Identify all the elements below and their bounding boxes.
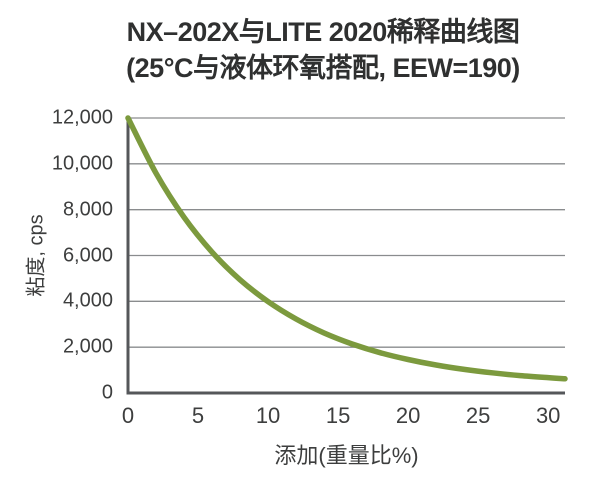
x-tick-label: 20 bbox=[395, 403, 421, 428]
x-tick-label: 25 bbox=[465, 403, 491, 428]
y-tick-label: 12,000 bbox=[51, 106, 113, 129]
y-axis-tick-labels: 0 2,000 4,000 6,000 8,000 10,000 12,000 bbox=[0, 107, 128, 404]
x-tick-label: 0 bbox=[121, 403, 135, 428]
y-tick-label: 8,000 bbox=[62, 198, 113, 221]
x-axis-title: 添加(重量比%) bbox=[274, 443, 419, 468]
x-tick-label: 10 bbox=[255, 403, 281, 428]
y-tick-label: 0 bbox=[101, 381, 113, 404]
x-tick-label: 15 bbox=[325, 403, 351, 428]
dilution-curve bbox=[125, 115, 568, 382]
x-tick-label: 5 bbox=[191, 403, 205, 428]
y-tick-label: 6,000 bbox=[62, 244, 113, 266]
chart-title-line2: (25°C与液体环氧搭配, EEW=190) bbox=[126, 53, 520, 83]
y-tick-label: 10,000 bbox=[51, 152, 113, 175]
y-tick-label: 2,000 bbox=[62, 335, 113, 358]
x-axis-tick-labels: 0 5 10 15 20 25 30 bbox=[122, 403, 565, 429]
y-tick-label: 4,000 bbox=[62, 289, 113, 312]
chart-title-line1: NX–202X与LITE 2020稀释曲线图 bbox=[126, 17, 520, 47]
chart-title: NX–202X与LITE 2020稀释曲线图 (25°C与液体环氧搭配, EEW… bbox=[23, 14, 600, 86]
plot-area bbox=[125, 115, 568, 395]
x-tick-label: 30 bbox=[535, 403, 561, 428]
